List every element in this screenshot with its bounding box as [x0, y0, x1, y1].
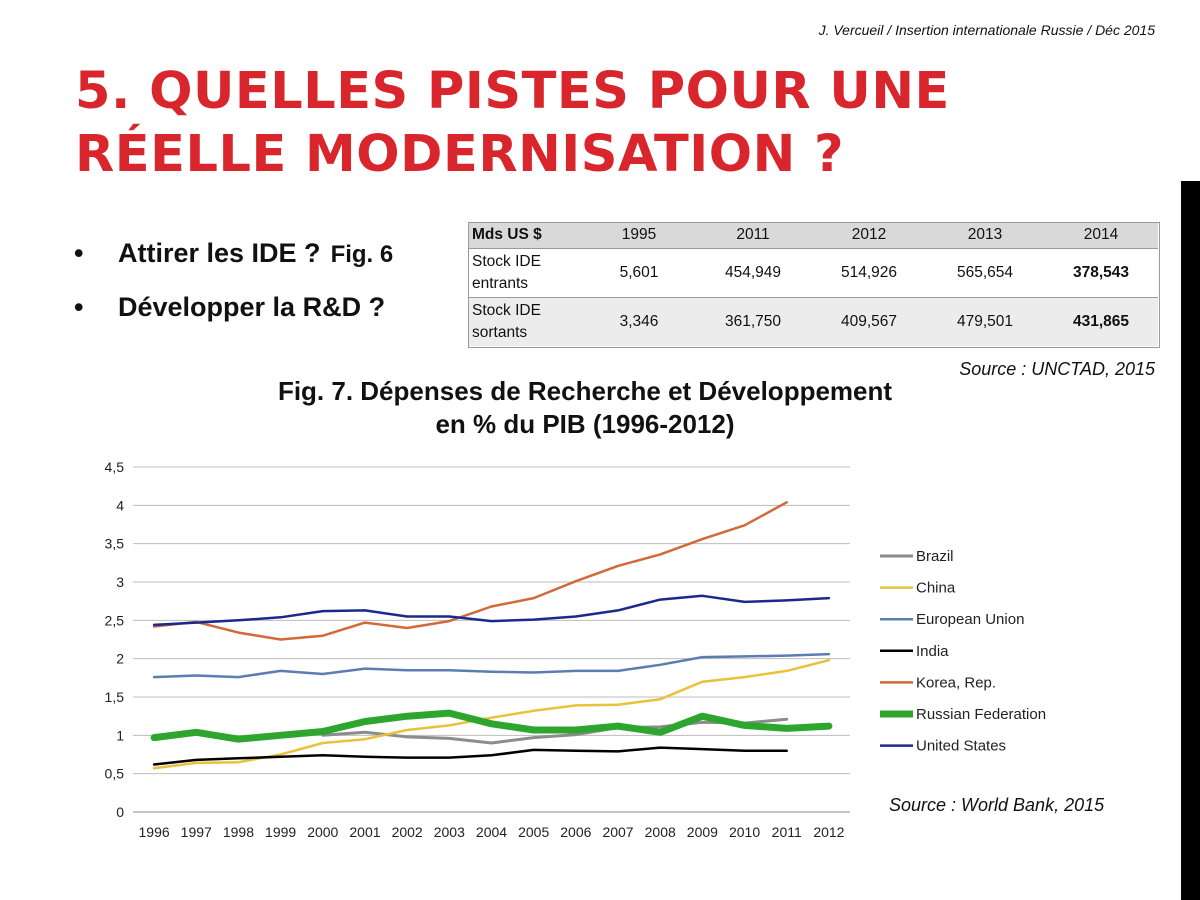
table-row: Stock IDE sortants 3,346 361,750 409,567 … — [468, 297, 1158, 346]
bullet-dot-icon: • — [74, 238, 84, 268]
y-tick-label: 4,5 — [105, 459, 125, 475]
ide-table: Mds US $ 1995 2011 2012 2013 2014 Stock … — [468, 222, 1158, 346]
x-tick-label: 2001 — [349, 824, 380, 840]
x-tick-label: 2006 — [560, 824, 591, 840]
table-header-row: Mds US $ 1995 2011 2012 2013 2014 — [468, 222, 1158, 249]
chart-title-line1: Fig. 7. Dépenses de Recherche et Dévelop… — [277, 376, 893, 406]
x-tick-label: 2003 — [434, 824, 465, 840]
y-tick-label: 0 — [116, 804, 124, 820]
x-tick-label: 2004 — [476, 824, 507, 840]
table-header-cell: Mds US $ — [468, 222, 584, 249]
table-cell: 378,543 — [1044, 248, 1158, 298]
x-tick-label: 2010 — [729, 824, 760, 840]
table-cell: 514,926 — [812, 248, 926, 298]
table-cell: 454,949 — [694, 248, 812, 298]
bullet-text: Attirer les IDE ? — [118, 238, 321, 268]
slide-title-line2: réelle modernisation ? — [75, 125, 845, 184]
table-header-cell: 1995 — [584, 222, 694, 249]
table-cell: 5,601 — [584, 248, 694, 298]
legend-entry: Russian Federation — [916, 706, 1046, 723]
y-tick-label: 3,5 — [105, 536, 125, 552]
legend-entry: Korea, Rep. — [916, 674, 996, 691]
x-tick-label: 1997 — [181, 824, 212, 840]
rd-line-chart: 0 0,5 1 1,5 2 2,5 3 3,5 4 4,5 1996 1997 1998 1999 2000… — [105, 459, 1047, 840]
table-cell: 3,346 — [584, 297, 694, 346]
bullet-item-ide: • Attirer les IDE ? Fig. 6 — [74, 238, 393, 292]
bullet-item-rd: • Développer la R&D ? — [74, 292, 393, 346]
series-line-russian-federation — [150, 709, 833, 743]
series-line-india — [152, 746, 788, 766]
table-cell: 361,750 — [694, 297, 812, 346]
series-line-united-states — [152, 594, 831, 627]
bullet-list: • Attirer les IDE ? Fig. 6 • Développer l… — [74, 238, 393, 346]
chart-title-line2: en % du PIB (1996-2012) — [435, 409, 735, 439]
x-tick-label: 1999 — [265, 824, 296, 840]
y-tick-label: 3 — [116, 574, 124, 590]
legend-entry: Brazil — [916, 548, 954, 565]
x-tick-label: 2012 — [813, 824, 844, 840]
legend-entry: European Union — [916, 611, 1024, 628]
decorative-side-bar — [1181, 181, 1200, 900]
table-row-label: Stock IDE entrants — [468, 248, 584, 298]
table-cell: 565,654 — [926, 248, 1044, 298]
series-line-brazil — [321, 717, 789, 745]
slide-title: 5. Quelles pistes pour une réelle modern… — [75, 60, 1165, 186]
y-tick-label: 0,5 — [105, 766, 125, 782]
x-tick-label: 2005 — [518, 824, 549, 840]
series-line-china — [152, 658, 831, 770]
series-line-korea-rep- — [152, 501, 788, 641]
row-label-line2: entrants — [472, 275, 529, 292]
x-tick-label: 2009 — [687, 824, 718, 840]
table-header-cell: 2013 — [926, 222, 1044, 249]
table-header-cell: 2011 — [694, 222, 812, 249]
table-cell: 431,865 — [1044, 297, 1158, 346]
chart-title: Fig. 7. Dépenses de Recherche et Dévelop… — [180, 375, 990, 441]
x-tick-label: 2008 — [645, 824, 676, 840]
bullet-text: Développer la R&D ? — [118, 292, 386, 322]
author-credit: J. Vercueil / Insertion internationale R… — [818, 22, 1155, 38]
y-tick-label: 2,5 — [105, 612, 125, 628]
y-tick-label: 4 — [116, 497, 124, 513]
table-row: Stock IDE entrants 5,601 454,949 514,926 … — [468, 248, 1158, 298]
slide-title-line1: 5. Quelles pistes pour une — [75, 62, 950, 121]
series-line-european-union — [152, 652, 831, 679]
x-tick-label: 1996 — [139, 824, 170, 840]
table-header-cell: 2012 — [812, 222, 926, 249]
legend-entry: United States — [916, 738, 1006, 755]
table-cell: 409,567 — [812, 297, 926, 346]
row-label-line2: sortants — [472, 324, 528, 341]
chart-source: Source : World Bank, 2015 — [889, 795, 1105, 815]
legend-entry: India — [916, 643, 949, 660]
x-tick-label: 2002 — [392, 824, 423, 840]
row-label-line1: Stock IDE — [472, 253, 541, 270]
bullet-dot-icon: • — [74, 292, 84, 322]
x-tick-label: 2007 — [602, 824, 633, 840]
table-header-cell: 2014 — [1044, 222, 1158, 249]
fig-reference: Fig. 6 — [330, 241, 394, 268]
x-tick-label: 2011 — [772, 824, 802, 840]
row-label-line1: Stock IDE — [472, 302, 541, 319]
x-tick-label: 2000 — [307, 824, 338, 840]
legend-entry: China — [916, 580, 956, 597]
x-tick-label: 1998 — [223, 824, 254, 840]
y-tick-label: 1,5 — [105, 689, 125, 705]
y-tick-label: 1 — [116, 727, 124, 743]
y-tick-label: 2 — [116, 651, 124, 667]
table-cell: 479,501 — [926, 297, 1044, 346]
table-row-label: Stock IDE sortants — [468, 297, 584, 346]
table-source: Source : UNCTAD, 2015 — [959, 359, 1155, 379]
